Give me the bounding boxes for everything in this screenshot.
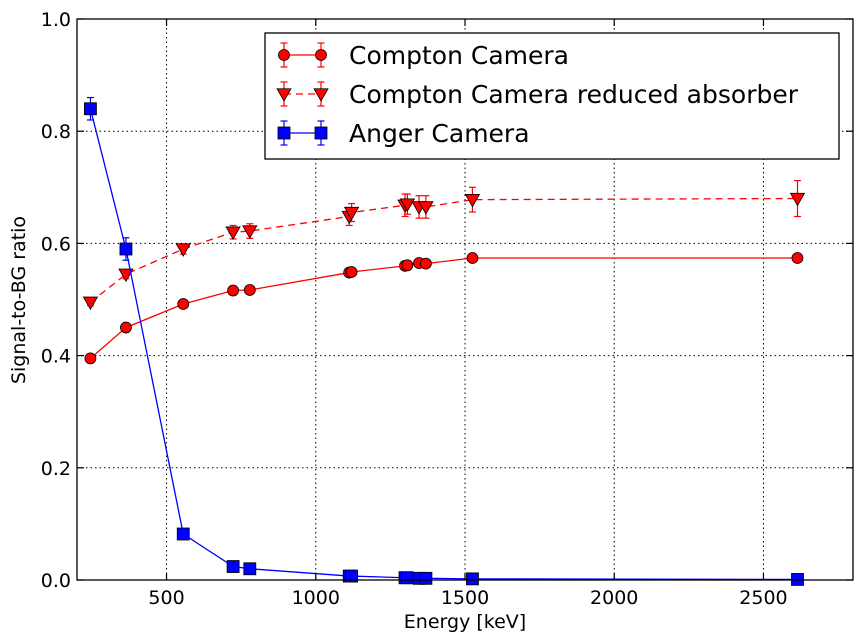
data-point	[84, 352, 97, 365]
data-point	[177, 298, 190, 310]
legend-entry: Compton Camera reduced absorber	[276, 80, 799, 109]
series-line	[89, 108, 798, 581]
data-point	[120, 321, 132, 334]
legend-marker	[278, 49, 290, 61]
data-point	[243, 284, 256, 296]
data-point	[226, 560, 240, 573]
data-point	[345, 266, 358, 278]
legend-entry: Anger Camera	[277, 119, 530, 148]
y-tick-label: 0.4	[41, 346, 71, 368]
x-tick-label: 1000	[292, 587, 340, 609]
data-point	[419, 571, 433, 585]
data-point	[242, 225, 258, 239]
legend-box	[264, 32, 840, 160]
series-line	[90, 257, 798, 359]
data-point	[119, 242, 133, 256]
series-2	[82, 179, 806, 311]
data-point	[82, 296, 99, 311]
data-point	[400, 571, 414, 585]
x-axis-title: Energy [keV]	[404, 611, 526, 633]
data-point	[343, 206, 360, 221]
legend-marker	[277, 126, 291, 140]
legend-marker	[315, 49, 327, 61]
data-point	[464, 193, 481, 208]
y-axis-title: Signal-to-BG ratio	[8, 216, 30, 384]
legend-entry: Compton Camera	[278, 41, 569, 70]
legend-label: Compton Camera	[349, 41, 569, 70]
y-tick-label: 0.6	[41, 233, 71, 255]
data-point	[118, 268, 134, 283]
legend-label: Anger Camera	[349, 119, 530, 148]
series-line	[90, 197, 798, 303]
x-tick-label: 2500	[739, 587, 787, 609]
data-point	[418, 201, 434, 215]
data-point	[176, 527, 190, 541]
series-layer	[82, 96, 806, 586]
y-tick-label: 0.0	[41, 570, 71, 592]
legend-label: Compton Camera reduced absorber	[349, 80, 799, 109]
data-point	[789, 192, 806, 207]
data-point	[466, 572, 479, 586]
data-point	[466, 252, 479, 264]
legend: Compton Camera Compton Camera reduced abs…	[264, 32, 840, 160]
legend-marker	[313, 88, 329, 102]
data-point	[84, 102, 97, 116]
data-point	[420, 257, 432, 270]
data-point	[243, 562, 257, 576]
legend-marker	[314, 126, 328, 140]
legend-marker	[276, 88, 292, 102]
data-point	[399, 198, 416, 212]
data-point	[401, 259, 414, 272]
data-point	[225, 226, 241, 240]
y-tick-label: 0.2	[41, 458, 71, 480]
data-point	[791, 252, 804, 264]
series-1	[84, 252, 804, 365]
data-point	[345, 569, 358, 583]
y-tick-label: 1.0	[41, 9, 71, 31]
x-tick-label: 500	[148, 587, 184, 609]
y-tick-label: 0.8	[41, 121, 71, 143]
x-tick-label: 1500	[441, 587, 489, 609]
data-point	[175, 243, 191, 257]
x-tick-label: 2000	[590, 587, 638, 609]
series-3	[84, 96, 804, 586]
ticks: 500 1000 1500 2000 2500 0.0 0.2 0.4 0.6 0.8 1.0	[41, 9, 853, 609]
data-point	[227, 284, 239, 297]
